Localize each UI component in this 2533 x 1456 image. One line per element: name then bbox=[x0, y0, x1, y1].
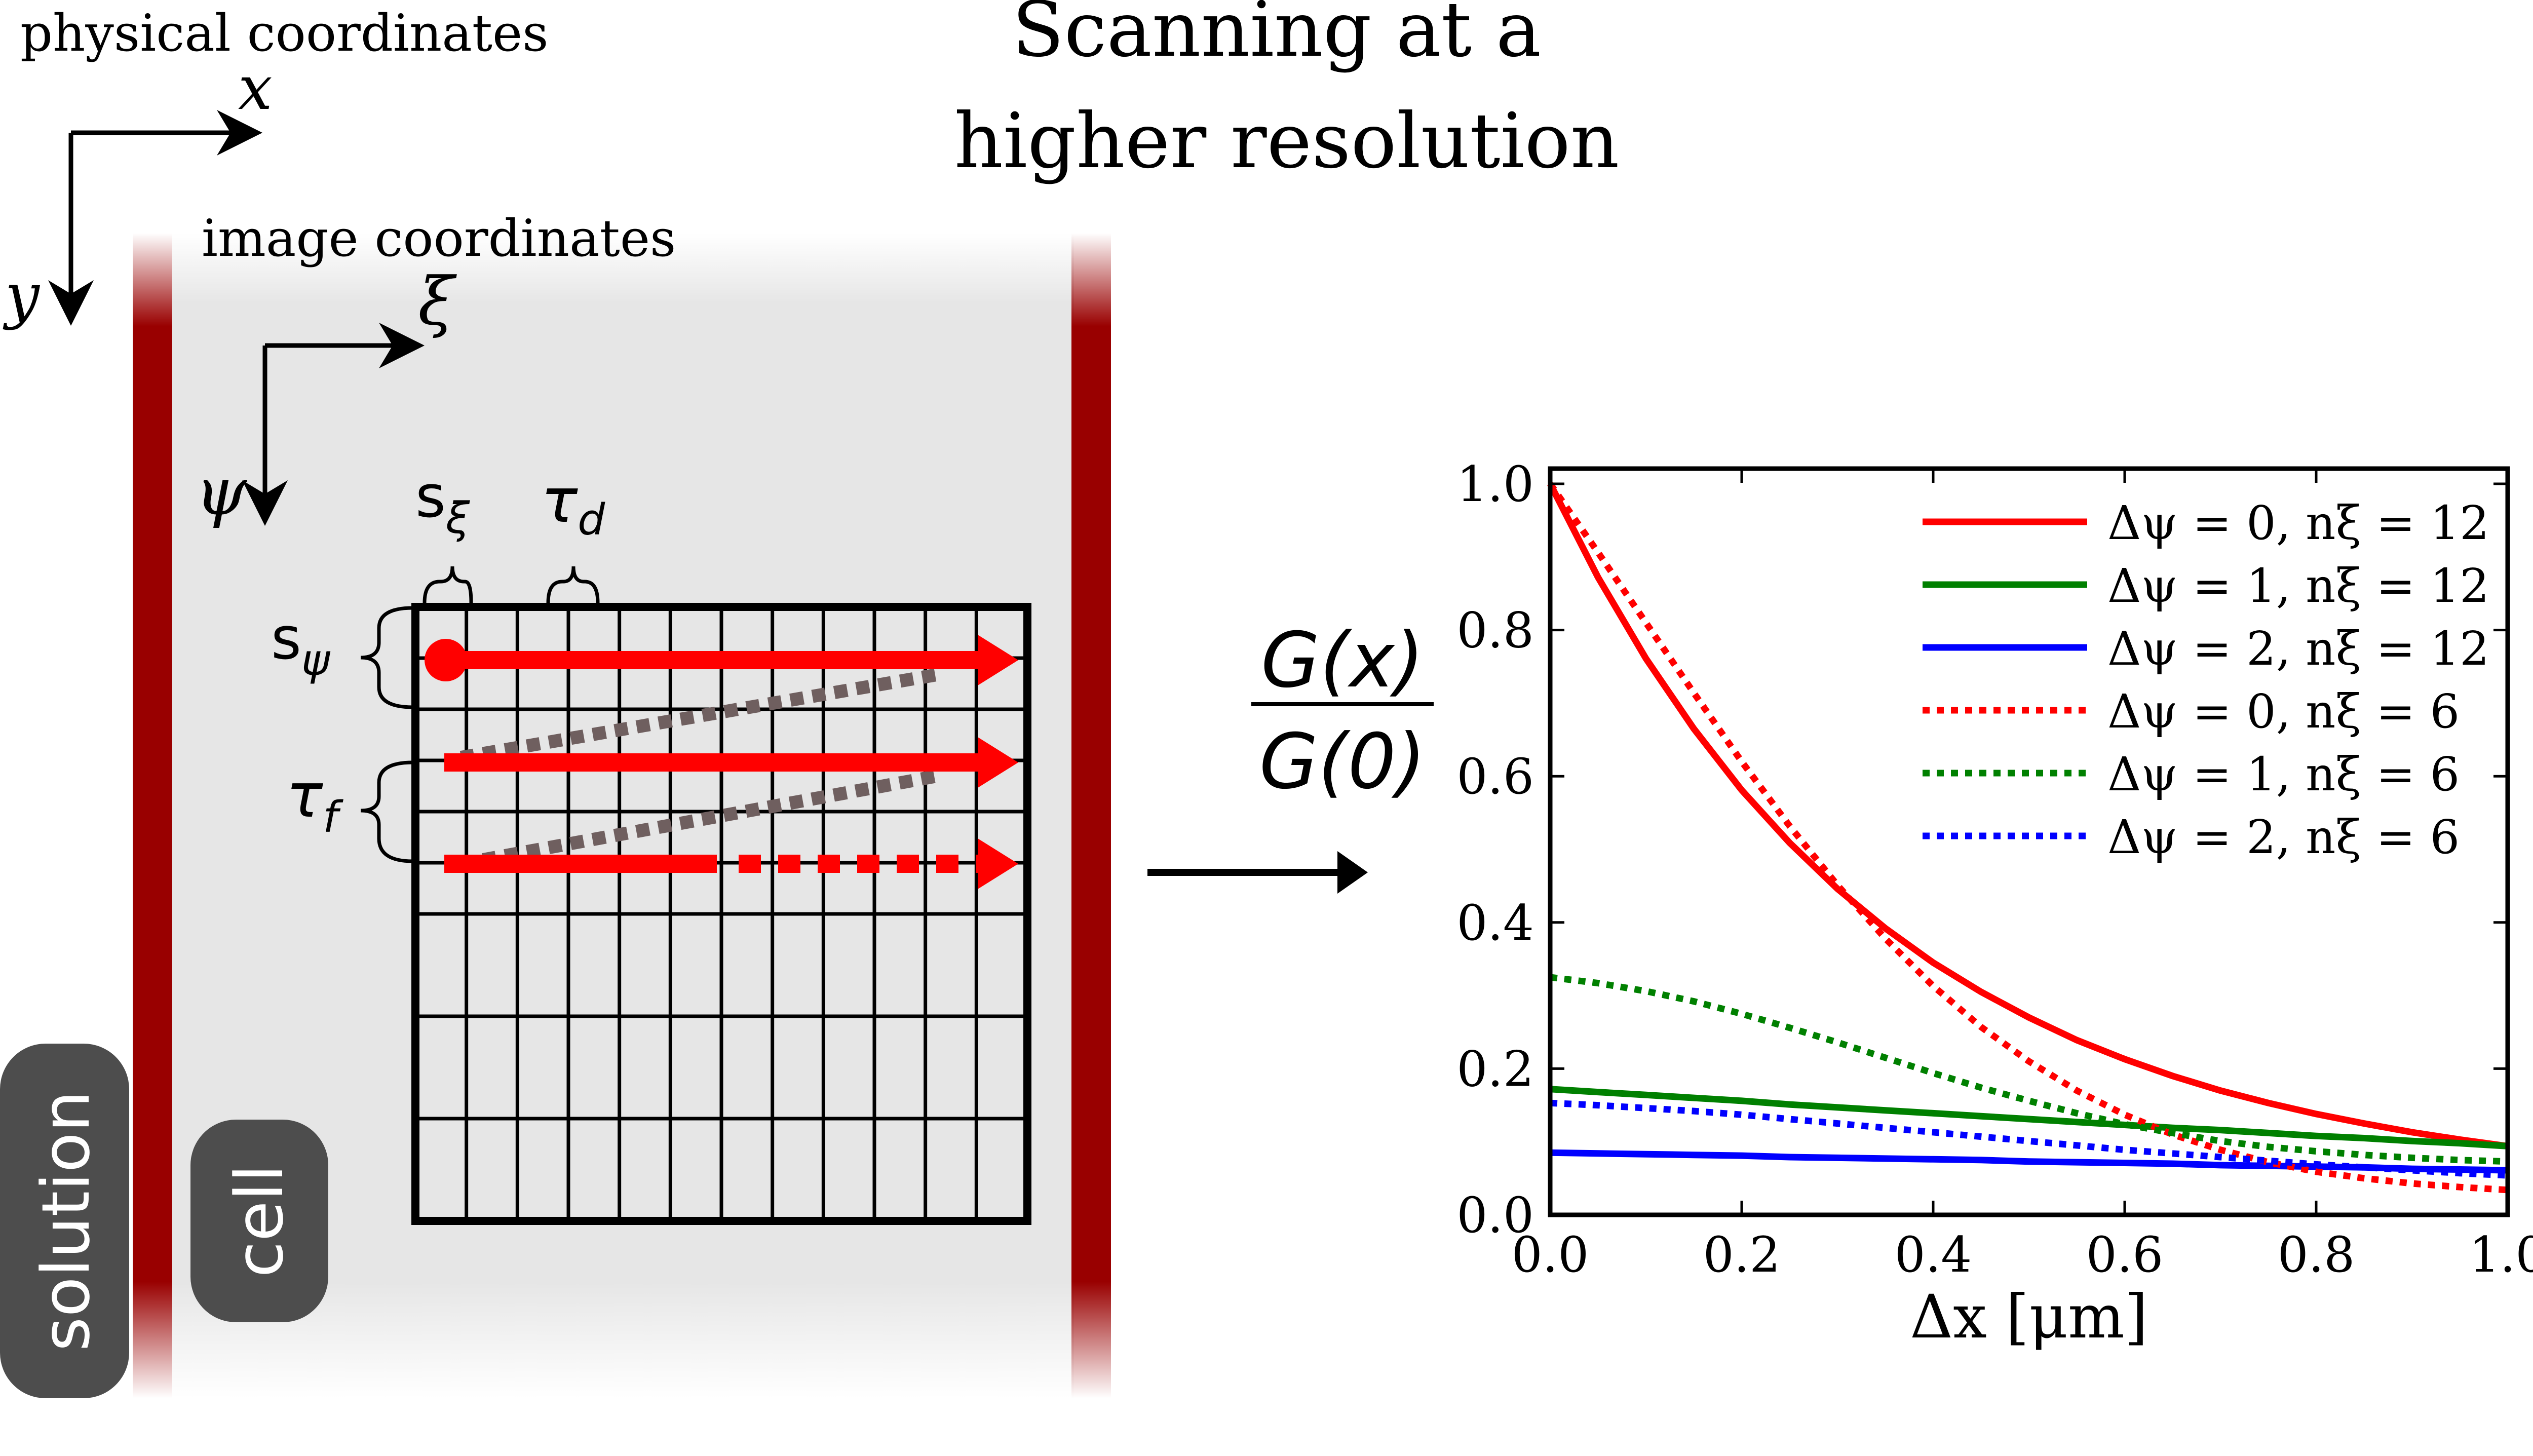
scan-paths bbox=[425, 635, 1018, 889]
retrace-line-1 bbox=[459, 667, 944, 764]
transition-arrowhead bbox=[1337, 851, 1368, 894]
series-line-3 bbox=[1550, 1149, 2508, 1174]
solution-label: solution bbox=[27, 1091, 104, 1352]
s-psi-label: sψ bbox=[271, 605, 331, 685]
brace-tau-d bbox=[546, 566, 600, 603]
title-line-2: higher resolution bbox=[954, 97, 1620, 185]
y-tick-label: 1.0 bbox=[1456, 456, 1534, 513]
legend-label-5: Δψ = 1, nξ = 6 bbox=[2107, 747, 2460, 801]
series-line-4 bbox=[1547, 482, 2508, 1194]
cell-label-box bbox=[190, 1120, 328, 1322]
axis-y-label: y bbox=[3, 261, 41, 331]
chart-series-lines bbox=[1547, 482, 2508, 1194]
tau-f-label: τf bbox=[286, 761, 343, 842]
scan-grid bbox=[411, 603, 1031, 1225]
legend-label-2: Δψ = 1, nξ = 12 bbox=[2107, 559, 2489, 613]
y-tick-label: 0.0 bbox=[1456, 1187, 1534, 1244]
x-tick-label: 0.4 bbox=[1895, 1227, 1972, 1283]
grid-border bbox=[411, 603, 1031, 1225]
y-tick-label: 0.6 bbox=[1456, 748, 1534, 805]
scan-arrowhead-2 bbox=[978, 737, 1018, 788]
fraction-denominator: G(0) bbox=[1259, 718, 1426, 806]
correlation-chart: 0.0 0.2 0.4 0.6 0.8 1.0 0.0 0.2 0.4 0.6 0.8 1.0 Δψ … bbox=[1456, 456, 2533, 1352]
y-tick-label: 0.8 bbox=[1456, 602, 1534, 659]
chart-xlabel: Δx [μm] bbox=[1910, 1282, 2148, 1352]
x-tick-label: 0.8 bbox=[2278, 1227, 2355, 1283]
axis-x-label: x bbox=[238, 53, 273, 124]
brace-tau-f bbox=[360, 760, 413, 863]
scan-arrowhead-1 bbox=[978, 635, 1018, 685]
chart-legend: Δψ = 0, nξ = 12 Δψ = 1, nξ = 12 Δψ = 2, nξ… bbox=[1923, 496, 2489, 864]
x-tick-label: 1.0 bbox=[2469, 1227, 2533, 1283]
series-line-6 bbox=[1550, 1099, 2508, 1179]
x-tick-label: 0.6 bbox=[2086, 1227, 2164, 1283]
legend-label-4: Δψ = 0, nξ = 6 bbox=[2107, 684, 2460, 739]
membrane-left bbox=[133, 233, 172, 1398]
y-tick-label: 0.4 bbox=[1456, 895, 1534, 951]
image-coordinates-label: image coordinates bbox=[202, 209, 676, 268]
physical-coordinates-label: physical coordinates bbox=[20, 4, 549, 63]
retrace-line-2 bbox=[459, 769, 944, 870]
legend-label-6: Δψ = 2, nξ = 6 bbox=[2107, 810, 2460, 864]
fraction-numerator: G(x) bbox=[1261, 617, 1424, 705]
chart-frame bbox=[1548, 466, 2510, 1217]
legend-label-1: Δψ = 0, nξ = 12 bbox=[2107, 496, 2489, 550]
axis-xi-label: ξ bbox=[418, 263, 457, 340]
chart-ticks: 0.0 0.2 0.4 0.6 0.8 1.0 0.0 0.2 0.4 0.6 0.8 1.0 bbox=[1456, 456, 2533, 1283]
brace-s-xi bbox=[423, 566, 473, 603]
title-line-1: Scanning at a bbox=[1012, 0, 1542, 74]
solution-label-box bbox=[0, 1044, 129, 1398]
s-xi-label: sξ bbox=[415, 463, 470, 544]
cell-label: cell bbox=[221, 1164, 298, 1278]
x-tick-label: 0.0 bbox=[1512, 1227, 1589, 1283]
scan-arrowhead-3 bbox=[978, 838, 1018, 889]
tau-d-label: τd bbox=[541, 466, 605, 545]
series-line-1 bbox=[1547, 482, 2508, 1150]
series-line-5 bbox=[1550, 974, 2508, 1165]
legend-label-3: Δψ = 2, nξ = 12 bbox=[2107, 622, 2489, 676]
axis-psi-label: ψ bbox=[195, 453, 247, 530]
membrane-right bbox=[1071, 233, 1111, 1398]
x-tick-label: 0.2 bbox=[1703, 1227, 1781, 1283]
y-tick-label: 0.2 bbox=[1456, 1041, 1534, 1097]
series-line-2 bbox=[1550, 1086, 2508, 1150]
brace-s-psi bbox=[360, 606, 413, 709]
